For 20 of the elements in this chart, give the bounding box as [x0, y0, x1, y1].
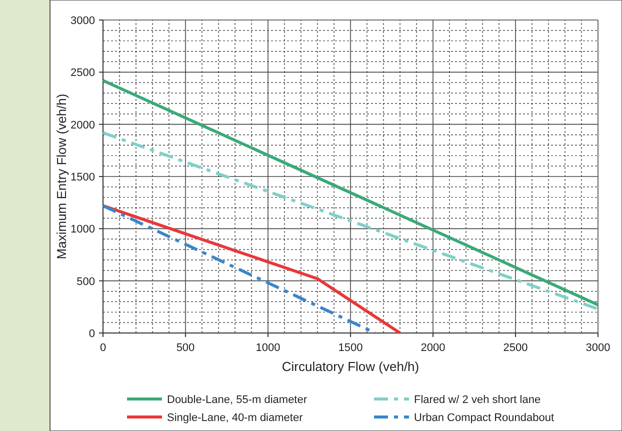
- x-tick-label: 1000: [256, 342, 280, 354]
- legend-label: Urban Compact Roundabout: [414, 412, 554, 424]
- x-tick-label: 2000: [420, 342, 446, 354]
- y-tick-label: 3000: [70, 15, 95, 27]
- y-tick-label: 500: [76, 276, 95, 288]
- x-tick-label: 0: [100, 342, 106, 354]
- y-tick-label: 0: [88, 328, 95, 340]
- x-tick-label: 1500: [338, 342, 363, 354]
- y-tick-label: 1500: [70, 172, 95, 184]
- x-tick-label: 500: [176, 342, 195, 354]
- y-tick-label: 1000: [70, 224, 95, 236]
- legend-label: Single-Lane, 40-m diameter: [167, 412, 304, 424]
- y-tick-label: 2500: [70, 67, 95, 80]
- y-tick-label: 2000: [70, 119, 95, 132]
- legend-label: Double-Lane, 55-m diameter: [167, 394, 308, 406]
- x-axis-title: Circulatory Flow (veh/h): [282, 359, 420, 374]
- y-axis-title: Maximum Entry Flow (veh/h): [54, 94, 69, 260]
- x-tick-label: 3000: [586, 342, 610, 354]
- legend-label: Flared w/ 2 veh short lane: [414, 394, 541, 406]
- x-tick-label: 2500: [503, 342, 528, 354]
